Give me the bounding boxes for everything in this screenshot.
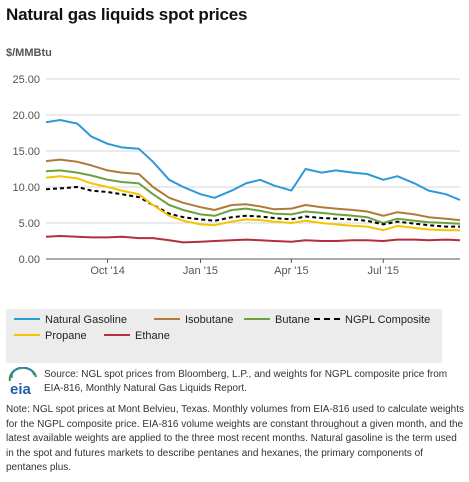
legend-label: Isobutane (185, 314, 234, 326)
x-tick-label: Apr '15 (274, 265, 309, 277)
y-tick-label: 5.00 (19, 218, 40, 230)
tick-labels: 0.00 5.00 10.00 15.00 20.00 25.00 Oct '14 Jan '… (12, 74, 399, 277)
legend-label: Ethane (135, 330, 170, 342)
line-chart: 0.00 5.00 10.00 15.00 20.00 25.00 Oct '14 Jan '… (12, 74, 461, 277)
legend-label: NGPL Composite (345, 314, 431, 326)
series-line-isobutane (45, 158, 461, 222)
x-tick-label: Jan '15 (183, 265, 218, 277)
legend-item-butane: Butane (244, 314, 310, 326)
series-lines (45, 119, 461, 244)
x-tick-label: Oct '14 (90, 265, 125, 277)
legend-label: Natural Gasoline (45, 314, 127, 326)
legend-swatch-natural-gasoline (14, 318, 40, 321)
legend-item-ngpl-composite: NGPL Composite (314, 314, 430, 326)
y-tick-label: 20.00 (12, 110, 40, 122)
legend-label: Propane (45, 330, 87, 342)
legend-label: Butane (275, 314, 310, 326)
legend: Natural Gasoline Isobutane Butane NGPL C… (6, 309, 442, 363)
series-line-ethane (45, 235, 461, 244)
series-line-natural-gasoline (45, 119, 461, 201)
legend-swatch-ethane (104, 334, 130, 337)
logo-text: eia (10, 381, 32, 397)
legend-item-natural-gasoline: Natural Gasoline (14, 314, 127, 326)
series-line-ngpl-composite (45, 186, 460, 228)
y-tick-label: 0.00 (19, 254, 40, 266)
series-line-butane (45, 169, 461, 225)
chart-title: Natural gas liquids spot prices (6, 5, 248, 24)
x-tick-label: Jul '15 (368, 265, 399, 277)
legend-swatch-butane (244, 318, 270, 321)
y-tick-label: 15.00 (12, 146, 40, 158)
axes (46, 258, 460, 263)
series-line-propane (45, 175, 460, 232)
y-tick-label: 10.00 (12, 182, 40, 194)
y-axis-unit-label: $/MMBtu (6, 47, 52, 59)
legend-item-ethane: Ethane (104, 330, 170, 342)
legend-swatch-ngpl-composite (314, 318, 340, 321)
legend-item-propane: Propane (14, 330, 87, 342)
source-text: Source: NGL spot prices from Bloomberg, … (44, 369, 448, 394)
legend-item-isobutane: Isobutane (154, 314, 233, 326)
y-tick-label: 25.00 (12, 74, 40, 86)
legend-swatch-isobutane (154, 318, 180, 321)
note-text: Note: NGL spot prices at Mont Belvieu, T… (6, 404, 464, 473)
eia-logo-icon: eia (8, 367, 38, 397)
legend-swatch-propane (14, 334, 40, 337)
grid-lines (46, 78, 460, 224)
